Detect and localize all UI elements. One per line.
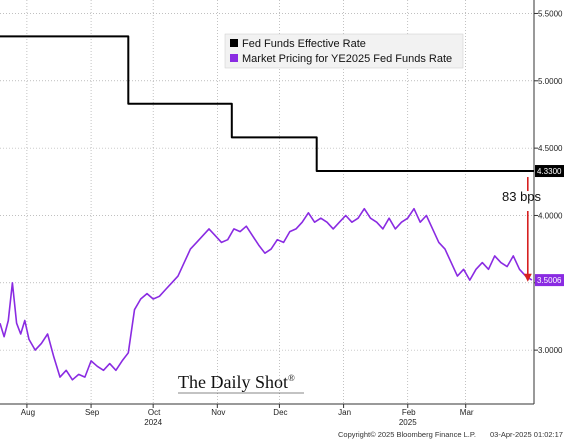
axis-layer — [0, 0, 535, 405]
series-layer — [0, 35, 534, 381]
y-tick-label: 5.0000 — [538, 77, 563, 86]
x-tick-label: Mar — [460, 408, 474, 417]
x-tick-label: Oct — [148, 408, 161, 417]
copyright-text: Copyright© 2025 Bloomberg Finance L.P. — [338, 430, 476, 439]
last-value-tags: 4.3300 3.5006 — [535, 165, 564, 287]
x-tick-labels: Aug Sep Oct Nov Dec Jan Feb Mar 2024 2025 — [21, 408, 474, 427]
y-tick-label: 4.5000 — [538, 144, 563, 153]
legend: Fed Funds Effective Rate Market Pricing … — [224, 33, 464, 69]
series-line-market-pricing — [0, 207, 533, 381]
series-line-fed-funds — [0, 35, 534, 172]
x-tick-label: Dec — [273, 408, 287, 417]
y-tick-label: 5.5000 — [538, 9, 563, 18]
legend-swatch-market-pricing — [230, 54, 238, 62]
last-value-tag-fed-funds — [535, 165, 564, 178]
legend-box — [224, 33, 464, 69]
x-year-label: 2025 — [399, 418, 417, 427]
last-value-tag-market-pricing — [535, 274, 564, 287]
last-value-label-fed-funds: 4.3300 — [537, 167, 562, 176]
x-tick-label: Nov — [211, 408, 225, 417]
x-tick-label: Sep — [85, 408, 100, 417]
timestamp-text: 03-Apr-2025 01:02:17 — [490, 430, 563, 439]
annotation-layer: 83 bps — [502, 177, 542, 282]
legend-label-fed-funds: Fed Funds Effective Rate — [242, 38, 366, 50]
last-value-label-market-pricing: 3.5006 — [537, 276, 562, 285]
daily-shot-logo: The Daily Shot® — [178, 372, 295, 392]
x-tick-label: Aug — [21, 408, 35, 417]
x-tick-label: Feb — [402, 408, 416, 417]
y-tick-label: 4.0000 — [538, 211, 563, 220]
brand-watermark: The Daily Shot® — [178, 372, 304, 394]
spread-arrow-head — [523, 273, 532, 282]
y-tick-label: 3.0000 — [538, 346, 563, 355]
legend-label-market-pricing: Market Pricing for YE2025 Fed Funds Rate — [242, 53, 452, 65]
x-tick-label: Jan — [338, 408, 351, 417]
legend-swatch-fed-funds — [230, 39, 238, 47]
grid-layer — [0, 0, 538, 408]
spread-annotation-label: 83 bps — [502, 189, 542, 204]
x-year-label: 2024 — [144, 418, 162, 427]
